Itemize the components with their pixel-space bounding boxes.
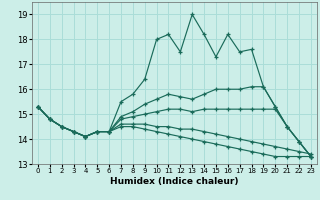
X-axis label: Humidex (Indice chaleur): Humidex (Indice chaleur) [110,177,239,186]
